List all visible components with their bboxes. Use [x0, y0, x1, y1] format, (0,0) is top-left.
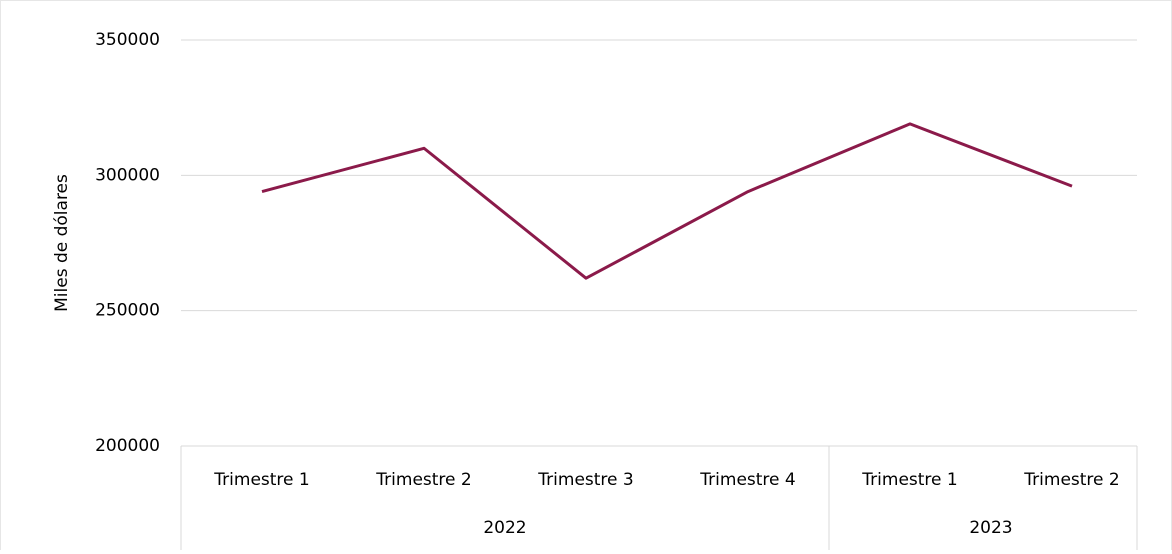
x-tick-label: Trimestre 1: [861, 470, 957, 490]
y-tick-label: 300000: [95, 165, 160, 185]
y-tick-label: 250000: [95, 301, 160, 321]
x-tick-label: Trimestre 4: [699, 470, 795, 490]
x-tick-label: Trimestre 3: [537, 470, 633, 490]
y-tick-label: 350000: [95, 30, 160, 50]
line-series: [261, 122, 1073, 280]
y-tick-label: 200000: [95, 436, 160, 456]
x-tick-label: Trimestre 2: [375, 470, 471, 490]
x-group-label: 2023: [969, 518, 1012, 538]
x-group-label: 2022: [483, 518, 526, 538]
y-axis-label: Miles de dólares: [52, 174, 72, 312]
x-tick-label: Trimestre 1: [213, 470, 309, 490]
x-tick-label: Trimestre 2: [1023, 470, 1119, 490]
